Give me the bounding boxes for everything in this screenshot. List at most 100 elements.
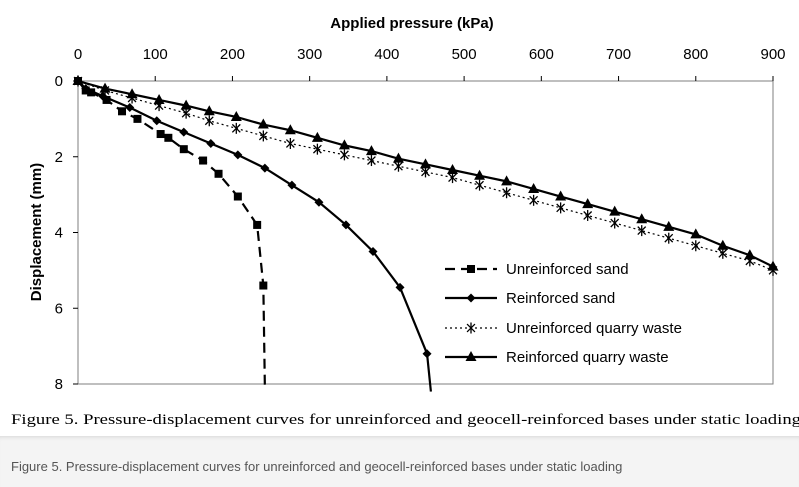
y-tick-label: 6 xyxy=(55,300,63,317)
data-point-reinforced-quarry-waste xyxy=(338,139,350,150)
legend-item-unreinforced-sand: Unreinforced sand xyxy=(445,261,629,278)
data-point-reinforced-quarry-waste xyxy=(690,228,702,239)
data-point-reinforced-quarry-waste xyxy=(392,152,404,163)
legend-label: Reinforced sand xyxy=(506,290,615,307)
legend-item-reinforced-sand: Reinforced sand xyxy=(445,290,615,307)
data-point-reinforced-quarry-waste xyxy=(420,158,431,169)
data-point-reinforced-quarry-waste xyxy=(72,75,84,85)
data-point-reinforced-sand xyxy=(81,84,91,94)
x-tick-label: 0 xyxy=(74,46,82,63)
data-point-reinforced-sand xyxy=(314,197,324,207)
data-point-reinforced-quarry-waste xyxy=(501,175,513,186)
data-point-unreinforced-quarry-waste xyxy=(502,187,512,199)
y-tick-label: 8 xyxy=(55,376,63,393)
data-point-unreinforced-quarry-waste xyxy=(691,240,701,252)
data-point-reinforced-sand xyxy=(206,138,216,148)
data-point-unreinforced-quarry-waste xyxy=(258,130,268,142)
data-point-unreinforced-quarry-waste xyxy=(610,217,620,229)
data-point-reinforced-quarry-waste xyxy=(126,88,138,99)
x-tick-label: 300 xyxy=(297,46,322,63)
data-point-reinforced-quarry-waste xyxy=(609,205,621,216)
data-point-reinforced-sand xyxy=(179,127,189,137)
y-tick-label: 0 xyxy=(55,73,63,90)
data-point-unreinforced-quarry-waste xyxy=(312,143,322,155)
data-point-unreinforced-quarry-waste xyxy=(583,209,593,221)
series-unreinforced-sand xyxy=(74,77,268,388)
figure-panel: 0 100 200 300 400 500 600 700 800 900 0 2 4 6 8 Unrein… xyxy=(11,15,799,428)
x-tick-label: 500 xyxy=(452,46,477,63)
pressure-displacement-chart: 0 100 200 300 400 500 600 700 800 900 0 2 4 6 8 Unrein… xyxy=(11,15,799,428)
data-point-reinforced-sand xyxy=(233,150,243,160)
data-point-unreinforced-sand xyxy=(179,145,188,154)
data-point-unreinforced-quarry-waste xyxy=(556,202,566,214)
series-unreinforced-quarry-waste xyxy=(73,75,778,276)
data-point-unreinforced-sand xyxy=(253,220,262,229)
data-point-reinforced-sand xyxy=(422,349,432,359)
legend-label: Unreinforced quarry waste xyxy=(506,320,682,337)
series-line-reinforced-sand xyxy=(77,80,432,392)
data-point-reinforced-sand xyxy=(287,180,297,190)
legend-item-unreinforced-quarry-waste: Unreinforced quarry waste xyxy=(445,320,682,337)
y-tick-label: 2 xyxy=(55,149,63,166)
data-point-unreinforced-sand xyxy=(199,156,208,165)
legend-marker xyxy=(467,265,475,273)
data-point-unreinforced-sand xyxy=(133,114,142,123)
data-point-reinforced-quarry-waste xyxy=(153,93,165,104)
figure-caption: Figure 5. Pressure-displacement curves f… xyxy=(11,459,623,474)
data-point-unreinforced-quarry-waste xyxy=(285,137,295,149)
series-line-unreinforced-sand xyxy=(77,80,266,388)
data-point-unreinforced-sand xyxy=(233,192,242,201)
series-line-unreinforced-quarry-waste xyxy=(77,80,774,271)
legend-label: Reinforced quarry waste xyxy=(506,349,669,366)
data-point-reinforced-sand xyxy=(341,220,351,230)
data-point-reinforced-quarry-waste xyxy=(365,145,377,156)
data-point-unreinforced-quarry-waste xyxy=(637,225,647,237)
data-point-unreinforced-quarry-waste xyxy=(367,155,376,167)
data-point-reinforced-quarry-waste xyxy=(744,249,756,260)
data-point-reinforced-quarry-waste xyxy=(230,110,242,121)
data-point-reinforced-quarry-waste xyxy=(555,190,567,201)
x-tick-label: 100 xyxy=(143,46,168,63)
data-point-unreinforced-quarry-waste xyxy=(475,179,484,191)
series-reinforced-sand xyxy=(73,76,432,392)
data-point-reinforced-sand xyxy=(125,103,135,113)
data-point-unreinforced-sand xyxy=(214,169,223,178)
data-point-unreinforced-sand xyxy=(118,107,127,116)
data-point-reinforced-quarry-waste xyxy=(257,118,269,129)
data-point-unreinforced-sand xyxy=(164,133,173,142)
legend-item-reinforced-quarry-waste: Reinforced quarry waste xyxy=(445,349,669,366)
data-point-unreinforced-quarry-waste xyxy=(231,122,241,134)
y-axis-title: Displacement (mm) xyxy=(28,163,45,301)
data-point-reinforced-sand xyxy=(395,282,405,292)
data-point-reinforced-quarry-waste xyxy=(203,105,215,116)
data-point-reinforced-quarry-waste xyxy=(528,182,540,193)
caption-bar: Figure 5. Pressure-displacement curves f… xyxy=(0,436,799,487)
data-point-unreinforced-sand xyxy=(87,88,96,97)
x-tick-label: 900 xyxy=(760,46,785,63)
cut-off-figure-text: Figure 5. Pressure-displacement curves f… xyxy=(11,412,799,428)
series-reinforced-quarry-waste xyxy=(72,75,779,271)
data-point-unreinforced-quarry-waste xyxy=(339,149,349,161)
data-point-reinforced-quarry-waste xyxy=(99,82,111,93)
legend-marker xyxy=(465,351,477,361)
data-point-reinforced-sand xyxy=(368,246,378,256)
data-point-reinforced-quarry-waste xyxy=(767,260,779,271)
data-point-unreinforced-quarry-waste xyxy=(529,194,539,206)
data-point-unreinforced-quarry-waste xyxy=(204,115,214,127)
y-tick-label: 4 xyxy=(55,225,63,242)
data-point-reinforced-quarry-waste xyxy=(180,99,192,110)
data-point-unreinforced-quarry-waste xyxy=(664,232,674,244)
data-point-unreinforced-sand xyxy=(259,281,268,290)
x-tick-label: 800 xyxy=(683,46,708,63)
x-axis-title: Applied pressure (kPa) xyxy=(330,15,493,32)
legend-marker xyxy=(466,322,476,334)
data-point-reinforced-quarry-waste xyxy=(311,131,323,142)
data-point-reinforced-quarry-waste xyxy=(663,220,675,231)
x-tick-label: 700 xyxy=(606,46,631,63)
x-tick-label: 600 xyxy=(529,46,554,63)
legend-marker xyxy=(466,293,476,303)
data-point-reinforced-quarry-waste xyxy=(582,198,594,209)
x-tick-label: 400 xyxy=(374,46,399,63)
data-point-reinforced-sand xyxy=(152,116,162,126)
data-point-reinforced-quarry-waste xyxy=(447,164,459,175)
